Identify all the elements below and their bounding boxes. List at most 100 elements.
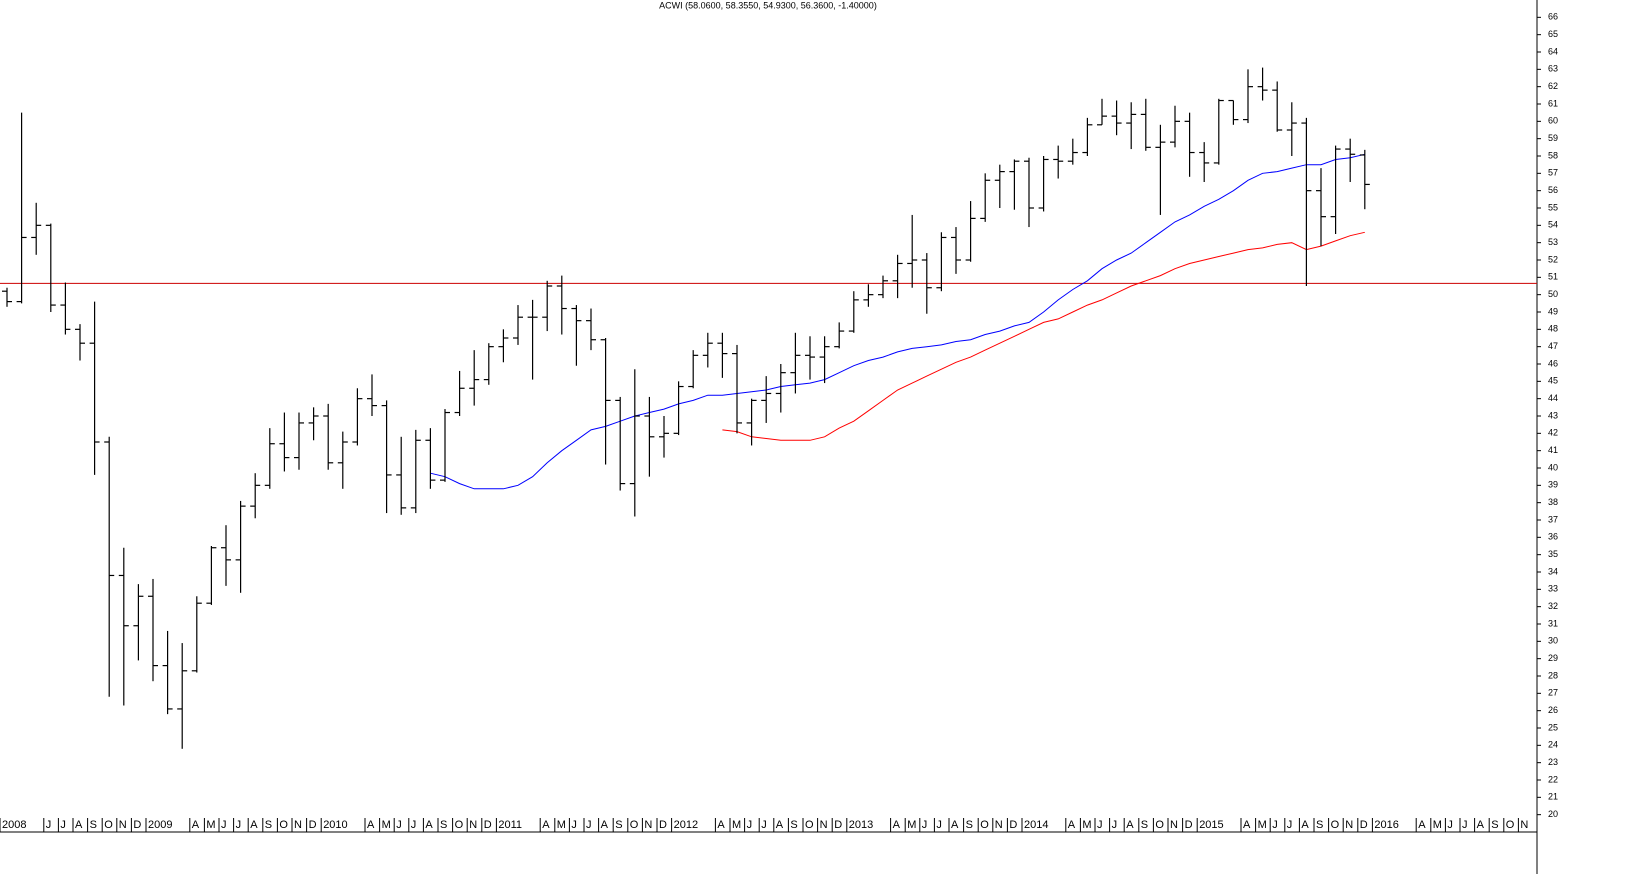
y-tick-label: 48 bbox=[1548, 324, 1558, 334]
y-tick-label: 55 bbox=[1548, 202, 1558, 212]
x-tick-label: J bbox=[571, 819, 577, 831]
y-tick-label: 44 bbox=[1548, 393, 1558, 403]
x-tick-label: 2008 bbox=[2, 819, 26, 831]
x-tick-label: 2015 bbox=[1199, 819, 1223, 831]
x-tick-label: A bbox=[1477, 819, 1485, 831]
x-tick-label: O bbox=[1155, 819, 1164, 831]
x-tick-label: J bbox=[1272, 819, 1278, 831]
x-tick-label: 2013 bbox=[849, 819, 873, 831]
x-tick-label: A bbox=[75, 819, 83, 831]
x-tick-label: A bbox=[542, 819, 550, 831]
x-tick-label: J bbox=[1447, 819, 1453, 831]
x-tick-label: A bbox=[1418, 819, 1426, 831]
y-tick-label: 36 bbox=[1548, 532, 1558, 542]
x-tick-label: M bbox=[732, 819, 741, 831]
x-tick-label: M bbox=[907, 819, 916, 831]
x-tick-label: N bbox=[294, 819, 302, 831]
y-tick-label: 38 bbox=[1548, 497, 1558, 507]
x-tick-label: A bbox=[1301, 819, 1309, 831]
y-tick-label: 40 bbox=[1548, 462, 1558, 472]
x-tick-label: M bbox=[1258, 819, 1267, 831]
y-tick-label: 56 bbox=[1548, 185, 1558, 195]
x-tick-label: J bbox=[761, 819, 767, 831]
x-tick-label: S bbox=[1141, 819, 1148, 831]
x-tick-label: J bbox=[1462, 819, 1468, 831]
x-tick-label: J bbox=[221, 819, 227, 831]
x-tick-label: J bbox=[1287, 819, 1293, 831]
x-tick-label: A bbox=[192, 819, 200, 831]
x-tick-label: A bbox=[951, 819, 959, 831]
x-tick-label: N bbox=[119, 819, 127, 831]
y-tick-label: 61 bbox=[1548, 98, 1558, 108]
x-tick-label: D bbox=[309, 819, 317, 831]
x-tick-label: O bbox=[455, 819, 464, 831]
x-tick-label: S bbox=[265, 819, 272, 831]
x-tick-label: M bbox=[557, 819, 566, 831]
x-tick-label: D bbox=[133, 819, 141, 831]
y-tick-label: 27 bbox=[1548, 688, 1558, 698]
x-tick-label: M bbox=[382, 819, 391, 831]
chart-title: ACWI (58.0600, 58.3550, 54.9300, 56.3600… bbox=[659, 0, 877, 10]
x-tick-label: N bbox=[1520, 819, 1528, 831]
x-tick-label: N bbox=[644, 819, 652, 831]
y-tick-label: 45 bbox=[1548, 376, 1558, 386]
x-tick-label: D bbox=[1009, 819, 1017, 831]
y-tick-label: 29 bbox=[1548, 653, 1558, 663]
y-tick-label: 31 bbox=[1548, 618, 1558, 628]
x-tick-label: A bbox=[367, 819, 375, 831]
y-tick-label: 50 bbox=[1548, 289, 1558, 299]
x-tick-label: J bbox=[236, 819, 242, 831]
x-tick-label: 2010 bbox=[323, 819, 347, 831]
x-tick-label: O bbox=[104, 819, 113, 831]
y-tick-label: 25 bbox=[1548, 722, 1558, 732]
y-tick-label: 62 bbox=[1548, 81, 1558, 91]
y-tick-label: 47 bbox=[1548, 341, 1558, 351]
y-tick-label: 26 bbox=[1548, 705, 1558, 715]
y-tick-label: 41 bbox=[1548, 445, 1558, 455]
y-tick-label: 60 bbox=[1548, 116, 1558, 126]
x-tick-label: S bbox=[90, 819, 97, 831]
y-tick-label: 32 bbox=[1548, 601, 1558, 611]
y-tick-label: 52 bbox=[1548, 254, 1558, 264]
x-tick-label: J bbox=[396, 819, 402, 831]
x-tick-label: A bbox=[425, 819, 433, 831]
x-tick-label: N bbox=[820, 819, 828, 831]
x-tick-label: S bbox=[966, 819, 973, 831]
x-tick-label: A bbox=[1068, 819, 1076, 831]
y-tick-label: 43 bbox=[1548, 410, 1558, 420]
y-tick-label: 54 bbox=[1548, 220, 1558, 230]
x-tick-label: J bbox=[60, 819, 66, 831]
x-tick-label: N bbox=[995, 819, 1003, 831]
x-tick-label: A bbox=[717, 819, 725, 831]
y-tick-label: 42 bbox=[1548, 428, 1558, 438]
x-tick-label: A bbox=[250, 819, 258, 831]
y-tick-label: 30 bbox=[1548, 636, 1558, 646]
x-tick-label: O bbox=[980, 819, 989, 831]
x-tick-label: A bbox=[893, 819, 901, 831]
x-tick-label: O bbox=[279, 819, 288, 831]
y-tick-label: 63 bbox=[1548, 64, 1558, 74]
x-tick-label: N bbox=[1170, 819, 1178, 831]
x-tick-label: O bbox=[1331, 819, 1340, 831]
x-tick-label: O bbox=[630, 819, 639, 831]
y-tick-label: 20 bbox=[1548, 809, 1558, 819]
x-tick-label: J bbox=[586, 819, 592, 831]
x-tick-label: A bbox=[1243, 819, 1251, 831]
x-tick-label: A bbox=[776, 819, 784, 831]
moving-average-line bbox=[722, 231, 1365, 441]
x-tick-label: M bbox=[1082, 819, 1091, 831]
x-tick-label: 2016 bbox=[1374, 819, 1398, 831]
x-tick-label: J bbox=[922, 819, 928, 831]
x-tick-label: N bbox=[1345, 819, 1353, 831]
y-tick-label: 49 bbox=[1548, 306, 1558, 316]
y-tick-label: 22 bbox=[1548, 774, 1558, 784]
x-tick-label: 2014 bbox=[1024, 819, 1048, 831]
x-tick-label: S bbox=[790, 819, 797, 831]
x-tick-label: D bbox=[1360, 819, 1368, 831]
y-tick-label: 37 bbox=[1548, 514, 1558, 524]
x-tick-label: J bbox=[46, 819, 52, 831]
x-tick-label: D bbox=[1185, 819, 1193, 831]
y-tick-label: 35 bbox=[1548, 549, 1558, 559]
y-tick-label: 59 bbox=[1548, 133, 1558, 143]
